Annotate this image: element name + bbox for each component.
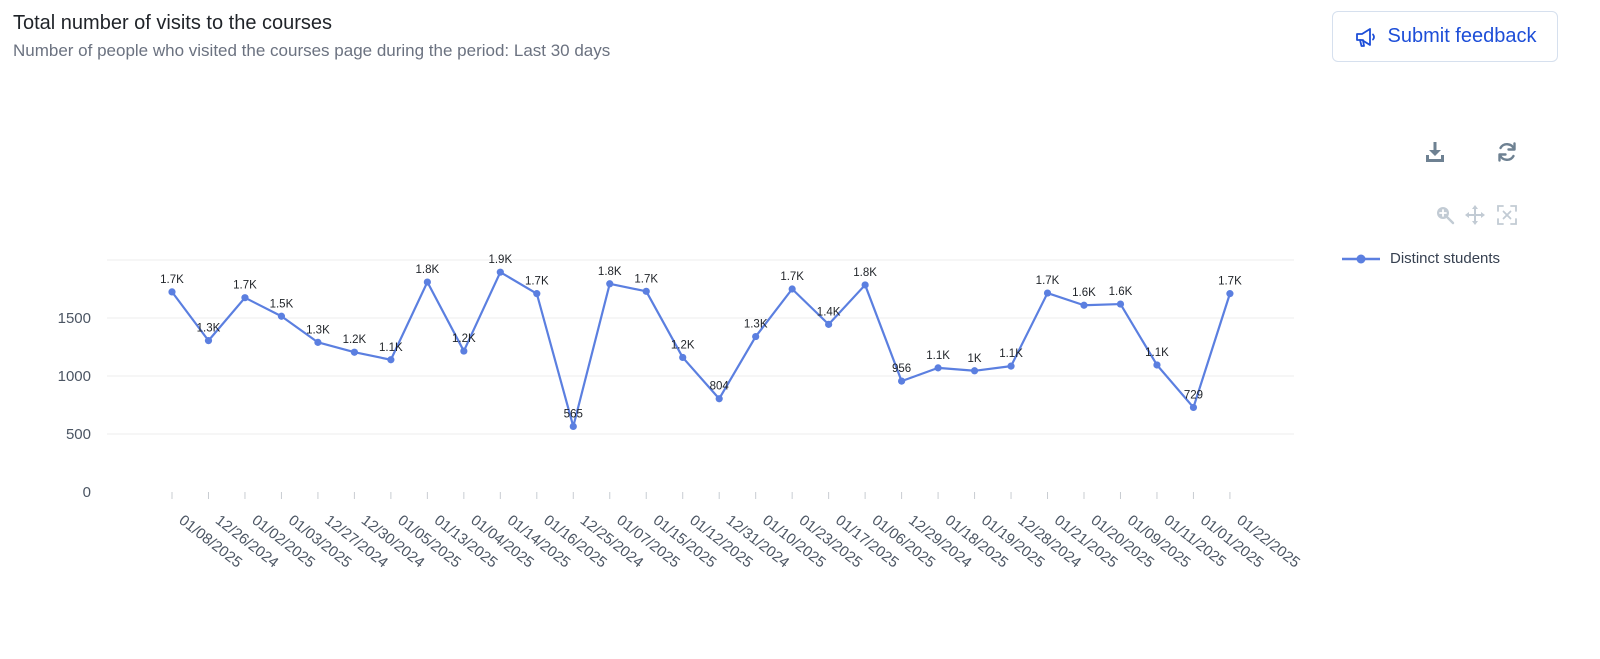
data-label: 1.1K [926,350,950,362]
legend-label: Distinct students [1390,250,1501,267]
data-point [168,288,176,296]
refresh-icon[interactable] [1492,138,1522,166]
data-label: 1.3K [197,323,221,335]
data-label: 1.7K [780,271,804,283]
data-label: 1.7K [634,273,658,285]
data-point [533,290,541,298]
data-point [1226,290,1234,298]
megaphone-icon [1354,26,1378,48]
y-tick-label: 1000 [58,368,91,385]
data-label: 1.7K [160,274,184,286]
chart-title: Total number of visits to the courses [13,12,333,34]
data-point [496,268,504,276]
y-tick-label: 0 [83,484,91,501]
data-point [423,278,431,286]
legend-item-distinct-students[interactable]: Distinct students [1342,250,1500,267]
chart-subtitle: Number of people who visited the courses… [13,41,611,60]
data-label: 1.7K [1218,276,1242,288]
data-point [970,367,979,375]
data-label: 1.2K [343,334,367,346]
data-point [569,422,577,431]
data-label: 1.8K [853,267,877,279]
data-point [387,356,395,364]
data-point [934,364,942,372]
data-label: 956 [892,363,911,375]
chart-header: Total number of visits to the courses Nu… [13,10,610,62]
submit-feedback-button[interactable]: Submit feedback [1332,11,1558,62]
data-label: 1.7K [233,280,257,292]
data-label: 1.8K [598,266,622,278]
data-label: 729 [1184,389,1203,401]
data-point [679,353,687,362]
reset-zoom-icon[interactable] [1494,202,1520,228]
data-point [898,377,906,385]
data-label: 1.1K [379,342,403,354]
data-point [788,285,796,293]
data-point [241,294,249,302]
submit-feedback-label: Submit feedback [1387,25,1537,47]
data-point [1189,403,1198,412]
legend-marker [1342,254,1380,263]
data-label: 1.6K [1072,287,1096,299]
data-label: 1.2K [671,339,695,351]
data-point [277,312,286,320]
data-label: 1.4K [817,306,841,318]
data-point [350,348,358,356]
data-point [1153,361,1161,369]
data-label: 1.9K [488,254,512,266]
data-point [460,347,468,355]
data-point [861,281,869,289]
data-label: 565 [564,408,583,420]
data-label: 1.5K [270,298,294,310]
y-tick-label: 1500 [58,310,91,327]
data-label: 1.1K [1145,347,1169,359]
data-point [1116,300,1125,308]
data-point [1080,301,1088,309]
data-point [606,280,614,288]
download-icon[interactable] [1420,138,1450,166]
data-label: 1.7K [525,276,549,288]
data-point [715,395,723,403]
data-point [752,332,760,341]
data-point [204,337,213,345]
data-label: 1.3K [744,319,768,331]
data-point [642,287,650,295]
data-label: 1.8K [416,264,440,276]
data-point [314,338,322,346]
data-label: 1.2K [452,333,476,345]
data-label: 1.1K [999,348,1023,360]
data-point [825,320,833,328]
y-tick-label: 500 [66,426,91,443]
data-point [1043,289,1052,297]
data-label: 804 [710,381,730,393]
zoom-in-icon[interactable] [1432,202,1458,228]
data-label: 1.6K [1109,286,1133,298]
data-label: 1.7K [1036,275,1060,287]
data-label: 1.3K [306,324,330,336]
pan-icon[interactable] [1462,202,1488,228]
series-line [171,271,1231,428]
data-label: 1K [968,353,982,365]
data-point [1007,362,1015,370]
